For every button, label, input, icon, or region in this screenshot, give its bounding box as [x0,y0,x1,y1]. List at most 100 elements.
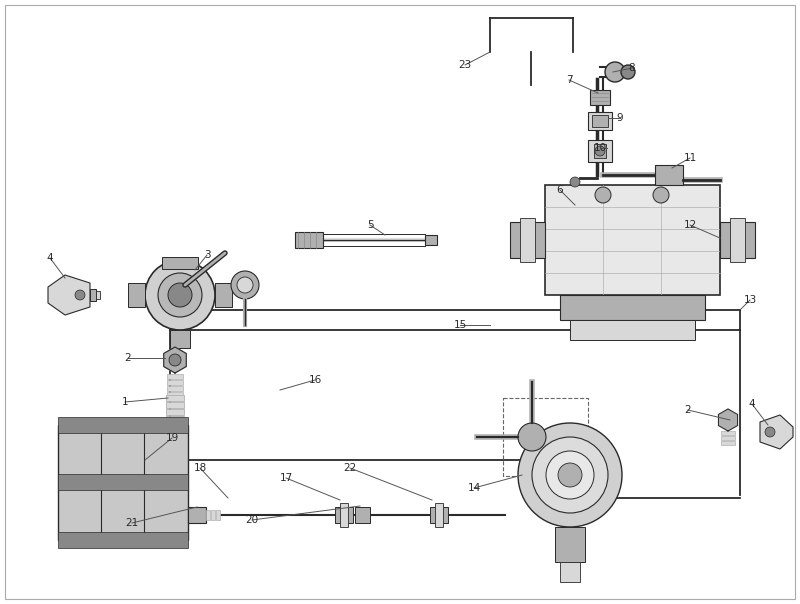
Text: 9: 9 [617,113,623,123]
Bar [167,386,183,391]
Text: 1: 1 [122,397,128,407]
Bar [58,417,188,433]
Text: 10: 10 [594,143,606,153]
Text: 2: 2 [685,405,691,415]
Bar [166,409,184,415]
Polygon shape [175,347,186,360]
Circle shape [518,423,622,527]
Bar [340,503,348,527]
Text: 7: 7 [566,75,572,85]
Bar [58,532,188,548]
Bar [128,283,145,307]
Bar [721,441,735,445]
Bar [588,140,612,162]
Bar [560,562,580,582]
Bar [730,218,745,262]
Bar [570,320,695,340]
Bar [58,474,188,490]
Text: 4: 4 [749,399,755,409]
Circle shape [653,187,669,203]
Circle shape [546,451,594,499]
Text: 2: 2 [125,353,131,363]
Text: 5: 5 [366,220,374,230]
Bar [594,144,606,158]
Bar [215,283,232,307]
Circle shape [158,273,202,317]
Bar [166,416,184,422]
Polygon shape [760,415,793,449]
Bar [355,507,370,523]
Circle shape [595,146,605,156]
Circle shape [532,437,608,513]
Text: 19: 19 [166,433,178,443]
Text: 21: 21 [126,518,138,528]
Circle shape [518,423,546,451]
Text: 8: 8 [629,63,635,73]
Circle shape [558,463,582,487]
Text: 23: 23 [458,60,472,70]
Text: 17: 17 [279,473,293,483]
Text: 12: 12 [683,220,697,230]
Circle shape [621,65,635,79]
Polygon shape [164,353,175,367]
Bar [170,330,190,348]
Bar [58,425,188,540]
Circle shape [231,271,259,299]
Bar [592,115,608,127]
Bar [555,527,585,562]
Circle shape [595,187,611,203]
Circle shape [605,62,625,82]
Circle shape [570,177,580,187]
Text: 16: 16 [308,375,322,385]
Text: 20: 20 [246,515,258,525]
Bar [167,374,183,379]
Bar [545,185,720,295]
Circle shape [765,427,775,437]
Circle shape [145,260,215,330]
Bar [216,510,220,520]
Circle shape [75,290,85,300]
Text: 15: 15 [454,320,466,330]
Bar [503,398,588,476]
Circle shape [168,283,192,307]
Text: 18: 18 [194,463,206,473]
Polygon shape [164,347,175,360]
Bar [588,112,612,130]
Bar [510,222,545,258]
Bar [211,510,215,520]
Bar [655,165,683,185]
Text: 14: 14 [467,483,481,493]
Bar [96,291,100,299]
Bar [90,289,96,301]
Bar [435,503,443,527]
Bar [425,235,437,245]
Bar [166,395,184,401]
Bar [295,232,323,248]
Polygon shape [718,409,738,431]
Text: 6: 6 [557,185,563,195]
Bar [167,392,183,397]
Bar [162,257,198,269]
Bar [590,90,610,105]
Bar [188,507,206,523]
Bar [335,507,353,523]
Bar [166,402,184,408]
Polygon shape [48,275,90,315]
Bar [721,436,735,440]
Bar [560,295,705,320]
Text: 22: 22 [343,463,357,473]
Text: 4: 4 [46,253,54,263]
Bar [720,222,755,258]
Polygon shape [175,360,186,373]
Text: 13: 13 [743,295,757,305]
Circle shape [169,354,181,366]
Text: 3: 3 [204,250,210,260]
Bar [206,510,210,520]
Bar [167,380,183,385]
Polygon shape [164,360,175,373]
Bar [721,431,735,435]
Bar [520,218,535,262]
Text: 11: 11 [683,153,697,163]
Polygon shape [175,353,186,367]
Circle shape [237,277,253,293]
